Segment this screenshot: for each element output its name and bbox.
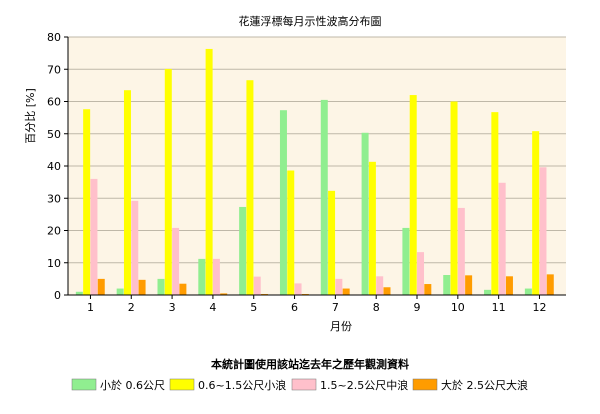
y-axis-title: 百分比 [%] [24,88,37,144]
bar-month-10-series-3 [457,207,465,295]
y-tick-label: 70 [47,63,61,76]
y-axis-ticks: 0 10 20 30 40 50 60 70 80 [47,31,68,302]
bar-month-2-series-3 [131,200,139,295]
bar-month-11-series-1 [484,289,492,295]
y-tick-label: 20 [47,225,61,238]
x-tick-label: 11 [492,301,506,314]
bar-month-10-series-1 [443,275,451,295]
y-tick-label: 50 [47,128,61,141]
legend-label: 小於 0.6公尺 [100,378,165,392]
bar-month-3-series-4 [179,283,187,295]
bar-month-1-series-3 [90,178,98,295]
bar-month-1-series-1 [75,291,83,295]
x-tick-label: 6 [291,301,298,314]
bar-month-1-series-4 [97,278,105,296]
legend-swatch [71,378,97,391]
bar-month-9-series-1 [402,227,410,295]
legend-label: 大於 2.5公尺大浪 [441,378,528,392]
x-axis-title: 月份 [330,320,352,333]
x-tick-label: 5 [250,301,257,314]
bar-month-9-series-3 [417,252,425,295]
x-tick-label: 1 [87,301,94,314]
bar-month-7-series-3 [335,278,343,296]
bar-month-12-series-4 [546,274,554,295]
bar-month-4-series-3 [212,258,220,295]
bar-month-3-series-1 [157,278,165,296]
chart-footnote: 本統計圖使用該站迄去年之歷年觀測資料 [211,357,409,371]
bar-month-5-series-3 [253,276,261,295]
bar-month-8-series-1 [361,132,369,295]
bar-month-10-series-4 [465,275,473,295]
y-tick-label: 0 [54,289,61,302]
bar-month-9-series-4 [424,284,432,295]
bar-month-3-series-2 [164,68,172,296]
chart-title: 花蓮浮標每月示性波高分布圖 [239,14,382,28]
bar-month-8-series-2 [368,161,376,295]
x-tick-label: 10 [451,301,465,314]
bar-month-12-series-1 [524,288,532,295]
x-tick-label: 2 [128,301,135,314]
bar-month-12-series-2 [532,131,540,295]
legend-label: 1.5~2.5公尺中浪 [320,378,408,392]
bar-month-7-series-2 [328,190,336,295]
bar-month-2-series-4 [138,279,146,295]
y-tick-label: 10 [47,257,61,270]
bar-month-6-series-1 [279,110,287,296]
bar-month-4-series-4 [220,293,228,295]
bar-month-8-series-4 [383,287,391,295]
bar-month-3-series-3 [172,227,180,295]
bar-month-5-series-1 [239,206,247,295]
x-tick-label: 3 [169,301,176,314]
bar-month-6-series-3 [294,283,302,295]
x-tick-label: 12 [532,301,546,314]
y-tick-label: 80 [47,31,61,44]
bar-month-11-series-4 [505,276,513,295]
legend: 小於 0.6公尺 0.6~1.5公尺小浪 1.5~2.5公尺中浪 大於 2.5公尺大浪 [71,378,528,392]
bar-month-9-series-2 [409,95,417,295]
x-tick-label: 4 [209,301,216,314]
bar-month-4-series-1 [198,258,206,295]
bars [75,48,554,296]
y-tick-label: 60 [47,96,61,109]
x-axis-ticks: 1 2 3 4 5 6 7 8 9 10 11 12 [87,295,546,314]
legend-swatch [412,378,438,391]
x-tick-label: 7 [332,301,339,314]
bar-month-6-series-2 [287,170,295,295]
x-tick-label: 9 [414,301,421,314]
y-tick-label: 30 [47,192,61,205]
bar-month-11-series-2 [491,112,499,295]
bar-month-1-series-2 [83,109,91,296]
bar-month-8-series-3 [376,276,384,295]
bar-month-2-series-1 [116,288,124,295]
gridlines [68,36,566,264]
bar-month-10-series-2 [450,101,458,295]
legend-swatch [291,378,317,391]
legend-label: 0.6~1.5公尺小浪 [198,378,286,392]
bar-month-7-series-1 [320,99,328,295]
y-tick-label: 40 [47,160,61,173]
bar-month-4-series-2 [205,48,213,296]
bar-month-5-series-2 [246,80,254,295]
legend-swatch [169,378,195,391]
bar-month-2-series-2 [123,90,131,296]
x-tick-label: 8 [373,301,380,314]
bar-month-7-series-4 [342,288,350,295]
bar-month-12-series-3 [539,167,547,295]
bar-month-11-series-3 [498,182,506,295]
